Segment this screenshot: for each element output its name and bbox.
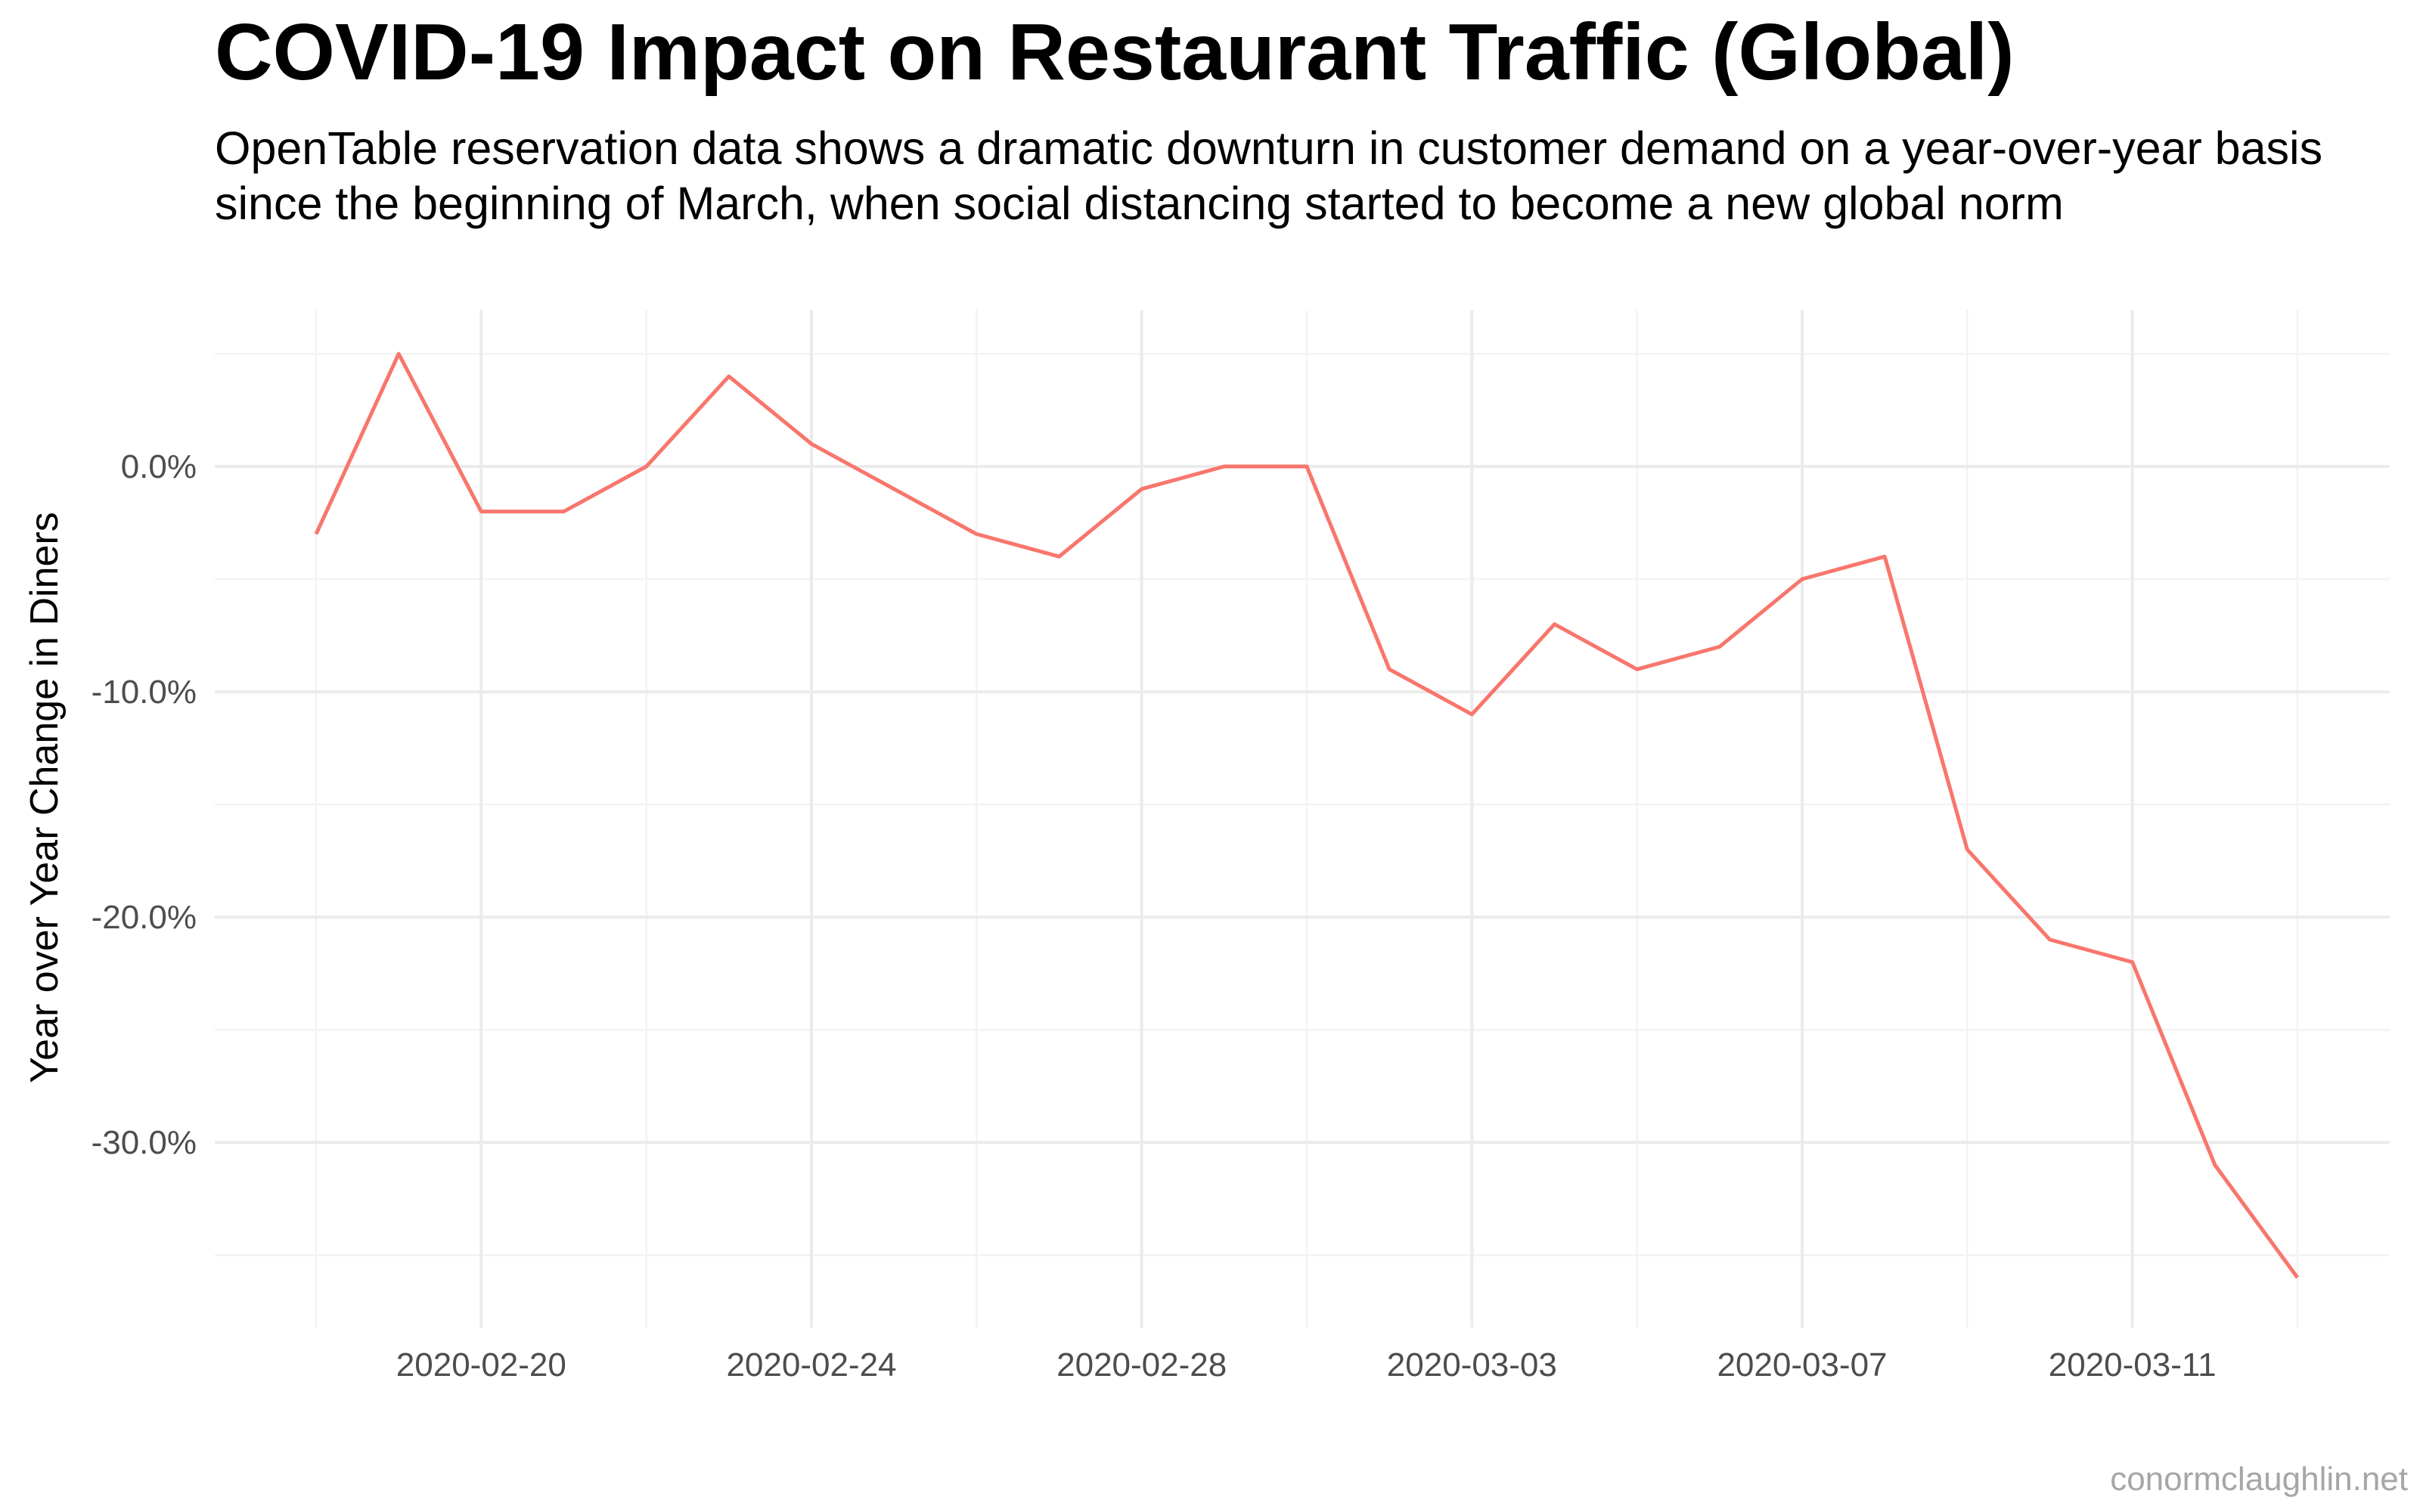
caption: conormclaughlin.net [2110,1461,2408,1498]
y-axis-tick-labels: 0.0% -10.0% -20.0% -30.0% [92,448,197,1161]
chart-title: COVID-19 Impact on Restaurant Traffic (G… [215,8,2015,97]
y-tick-label: -10.0% [92,674,197,711]
y-tick-label: 0.0% [121,448,197,485]
x-tick-label: 2020-02-28 [1056,1346,1227,1383]
x-tick-label: 2020-03-07 [1717,1346,1887,1383]
x-tick-label: 2020-02-20 [396,1346,566,1383]
major-gridlines [215,310,2390,1328]
series-layer [314,352,2300,1279]
chart-subtitle: OpenTable reservation data shows a drama… [215,122,2323,229]
series-line [314,352,2300,1279]
y-axis-label: Year over Year Change in Diners [23,512,67,1083]
minor-gridlines [215,310,2390,1328]
y-tick-label: -30.0% [92,1124,197,1161]
x-axis-tick-labels: 2020-02-20 2020-02-24 2020-02-28 2020-03-03… [396,1346,2217,1383]
x-tick-label: 2020-02-24 [726,1346,896,1383]
y-tick-label: -20.0% [92,899,197,936]
x-tick-label: 2020-03-03 [1387,1346,1557,1383]
x-tick-label: 2020-03-11 [2049,1346,2217,1383]
